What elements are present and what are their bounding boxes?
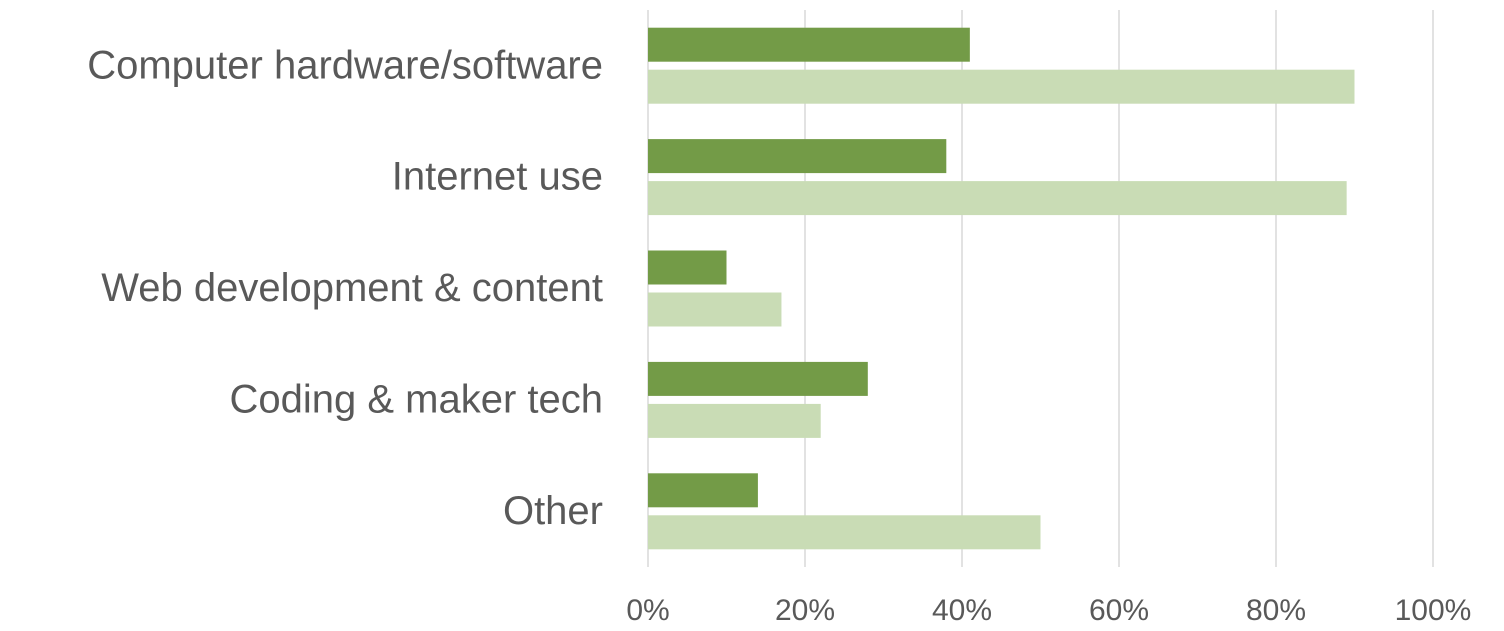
bar [648, 139, 947, 174]
x-tick-label: 100% [1395, 594, 1472, 627]
bar [648, 69, 1355, 104]
y-tick-label: Coding & maker tech [229, 377, 603, 421]
bar [648, 473, 758, 508]
x-tick-label: 0% [626, 594, 669, 627]
bar [648, 515, 1041, 550]
x-tick-label: 20% [775, 594, 835, 627]
bar [648, 361, 868, 396]
bar [648, 181, 1347, 216]
bar [648, 403, 821, 438]
x-tick-label: 40% [932, 594, 992, 627]
y-tick-label: Internet use [392, 155, 603, 199]
bar [648, 250, 727, 285]
y-tick-label: Computer hardware/software [87, 43, 603, 87]
x-tick-label: 80% [1246, 594, 1306, 627]
bar [648, 27, 970, 62]
y-tick-label: Web development & content [101, 266, 603, 310]
bar [648, 292, 782, 327]
x-tick-label: 60% [1089, 594, 1149, 627]
y-tick-label: Other [503, 489, 603, 533]
